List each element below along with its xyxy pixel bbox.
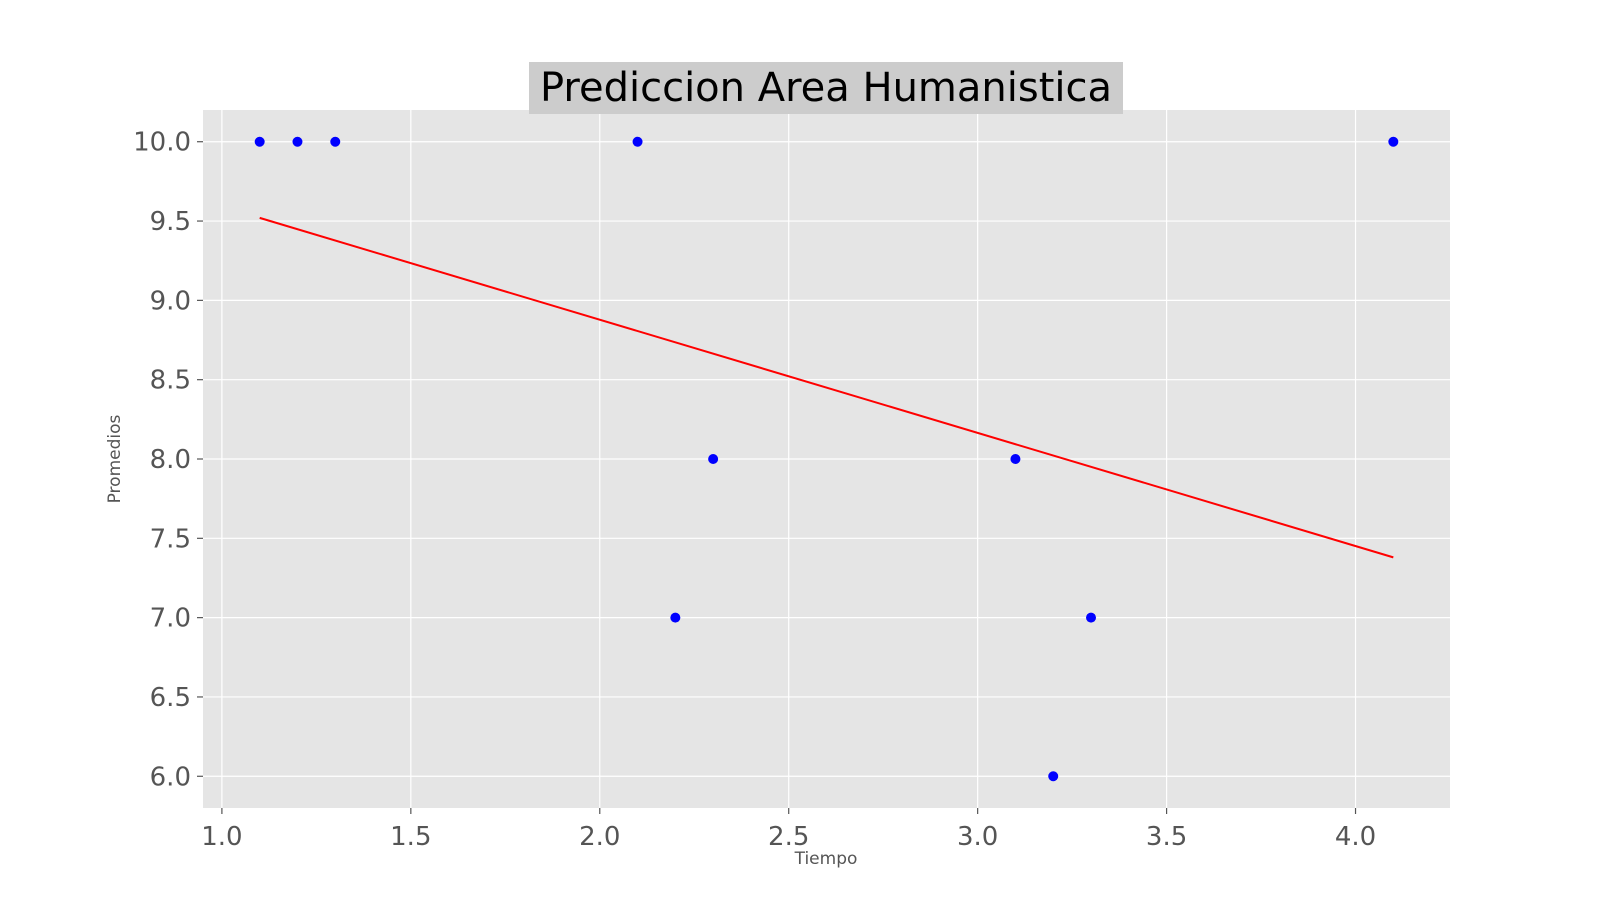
x-tick-label: 1.0 (201, 822, 242, 852)
data-point (1086, 612, 1097, 623)
x-tick-label: 3.5 (1146, 822, 1187, 852)
chart-title: Prediccion Area Humanistica (540, 65, 1112, 111)
regression-line (259, 216, 1394, 559)
y-tick-label: 6.0 (150, 762, 191, 792)
x-tick-label: 4.0 (1335, 822, 1376, 852)
data-point (708, 454, 719, 464)
y-tick-label: 9.5 (150, 207, 191, 237)
y-tick-label: 10.0 (133, 128, 191, 158)
axis-ticks: 1.0 1.5 2.0 2.5 3.0 3.5 4.0 6.0 6.5 7.0 7.5 8.0 8.5 9… (133, 128, 1376, 852)
y-tick-label: 8.5 (150, 366, 191, 396)
y-tick-label: 6.5 (150, 683, 191, 713)
regression-line-group (259, 216, 1394, 559)
x-tick-label: 1.5 (390, 822, 431, 852)
y-tick-label: 7.0 (150, 604, 191, 634)
data-point (292, 136, 303, 147)
data-point (670, 612, 681, 623)
data-point (1048, 771, 1059, 782)
data-point (254, 136, 265, 147)
x-axis-label: Tiempo (794, 849, 858, 869)
x-tick-label: 3.0 (957, 822, 998, 852)
y-tick-label: 8.0 (150, 445, 191, 475)
x-tick-label: 2.0 (579, 822, 620, 852)
x-tick-label: 2.5 (768, 822, 809, 852)
data-point (1010, 454, 1021, 464)
y-axis-label: Promedios (105, 414, 125, 503)
chart-title-background (529, 62, 1123, 114)
data-points (254, 136, 1399, 782)
y-tick-label: 7.5 (150, 524, 191, 554)
data-point (632, 136, 643, 147)
data-point (330, 136, 341, 147)
grid-lines (203, 110, 1450, 808)
data-point (1388, 136, 1399, 147)
y-tick-label: 9.0 (150, 286, 191, 316)
